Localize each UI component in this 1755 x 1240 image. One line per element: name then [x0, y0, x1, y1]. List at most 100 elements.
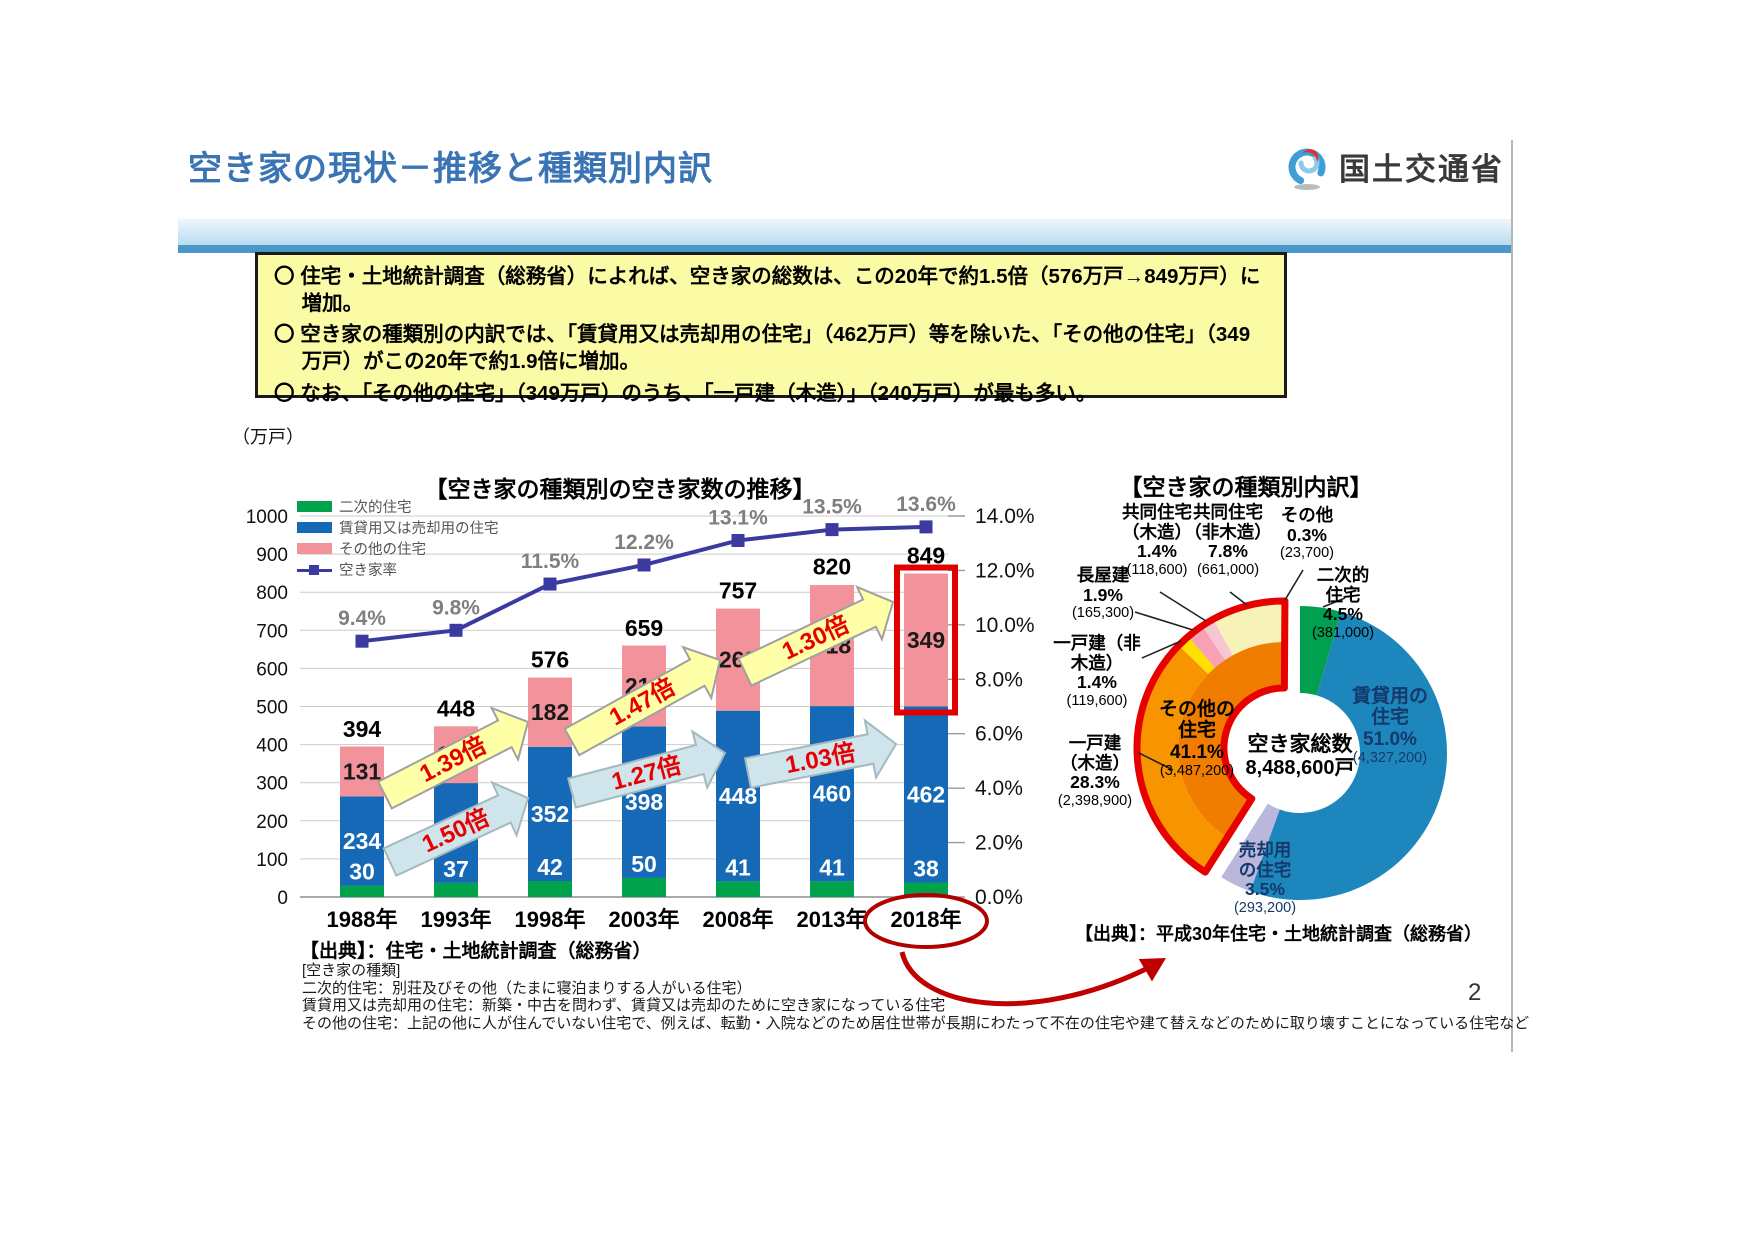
- bar-segment-secondary: [528, 880, 572, 897]
- legend-label: 空き家率: [339, 562, 397, 579]
- pie-chart-title: 【空き家の種類別内訳】: [1119, 474, 1373, 500]
- pie-segment-賃貸用の住宅: [1250, 611, 1448, 901]
- footnote-line: その他の住宅：上記の他に人が住んでいない住宅で、例えば、転勤・入院などのため居住…: [302, 1014, 1530, 1032]
- legend-label: その他の住宅: [339, 541, 426, 558]
- y-axis-tick: 700: [256, 621, 288, 642]
- y2-axis-tick: 14.0%: [975, 505, 1035, 528]
- pie-callout-name: 共同住宅: [1193, 502, 1263, 522]
- pie-callout-pct: 1.9%: [1083, 584, 1123, 605]
- bar-total-label: 820: [813, 554, 851, 580]
- bar-total-label: 448: [437, 695, 476, 721]
- pie-callout-name: 一戸建: [1068, 733, 1122, 753]
- bar-value-secondary: 50: [631, 851, 657, 877]
- vacancy-rate-marker: [731, 533, 745, 547]
- growth-arrow: [743, 718, 898, 789]
- bar-segment-rental: [716, 710, 760, 882]
- pie-callout-name: その他: [1280, 505, 1334, 525]
- bar-value-other: 182: [531, 699, 569, 725]
- bar-segment-secondary: [810, 881, 854, 897]
- pie-callout-name: 住宅: [1370, 707, 1410, 729]
- vacancy-rate-label: 13.1%: [708, 506, 768, 529]
- pie-callout-count: (661,000): [1196, 561, 1260, 578]
- bar-value-rental: 352: [531, 801, 569, 827]
- pie-chart-source: 【出典】：平成30年住宅・土地統計調査（総務省）: [1075, 924, 1483, 944]
- pie-callout-一戸建（非木造）: 一戸建（非 木造） 1.4% (119,600): [1053, 633, 1141, 709]
- y-axis-tick: 200: [256, 812, 288, 833]
- growth-arrow: [737, 584, 895, 687]
- growth-arrow: [382, 780, 530, 877]
- pie-callout-共同住宅（木造）: 共同住宅 （木造） 1.4% (118,600): [1122, 502, 1192, 578]
- pie-callout-name: （非木造）: [1184, 521, 1272, 542]
- y-axis-tick: 500: [256, 698, 288, 719]
- pie-callout-count: (293,200): [1233, 899, 1297, 916]
- y-axis-tick: 300: [256, 774, 288, 795]
- pie-callout-二次的住宅: 二次的 住宅 4.5% (381,000): [1312, 565, 1374, 641]
- highlight-box-2018-other: [894, 564, 958, 716]
- x-axis-year: 1998年: [515, 907, 586, 932]
- red-curved-arrow: [899, 951, 1150, 1007]
- pie-subsegment-長屋建: [1188, 625, 1225, 668]
- y2-axis-tick: 0.0%: [975, 886, 1023, 909]
- pie-subsegment-一戸建（非木造）: [1178, 636, 1215, 674]
- legend-label: 二次的住宅: [339, 499, 412, 516]
- pie-callout-その他: その他 0.3% (23,700): [1280, 505, 1334, 561]
- summary-box: 〇 住宅・土地統計調査（総務省）によれば、空き家の総数は、この20年で約1.5倍…: [255, 252, 1287, 405]
- pie-callout-共同住宅（非木造）: 共同住宅 （非木造） 7.8% (661,000): [1184, 502, 1272, 578]
- footnote-line: 二次的住宅：別荘及びその他（たまに寝泊まりする人がいる住宅）: [302, 979, 752, 997]
- y2-axis-tick: 2.0%: [975, 832, 1023, 855]
- bar-segment-other: [340, 746, 384, 797]
- vacancy-rate-label: 12.2%: [614, 531, 674, 554]
- pie-callout-pct: 4.5%: [1323, 604, 1363, 625]
- bar-value-secondary: 41: [819, 854, 845, 880]
- pie-callout-name: その他の: [1158, 699, 1236, 720]
- bar-segment-rental: [904, 706, 948, 883]
- pie-leader-line: [1141, 640, 1182, 659]
- bar-value-secondary: 30: [349, 859, 375, 885]
- pie-callout-count: (165,300): [1071, 605, 1135, 622]
- bar-chart-legend: 二次的住宅 賃貸用又は売却用の住宅 その他の住宅 空き家率: [297, 498, 499, 579]
- bar-value-other: 349: [907, 627, 945, 653]
- bar-total-label: 659: [625, 615, 663, 641]
- y2-axis-tick: 12.0%: [975, 559, 1035, 582]
- bar-total-label: 576: [531, 647, 569, 673]
- growth-arrow: [566, 729, 727, 809]
- page-number: 2: [1468, 979, 1482, 1006]
- pie-segment-二次的住宅: [1300, 606, 1342, 696]
- pie-leader-line: [1322, 597, 1346, 608]
- legend-line-swatch: [297, 564, 332, 575]
- agency-name: 国土交通省: [1339, 151, 1504, 187]
- pie-callout-name: 売却用: [1238, 840, 1292, 860]
- pie-leader-line: [1138, 752, 1174, 771]
- vacancy-rate-label: 9.8%: [432, 596, 480, 619]
- pie-callout-売却用の住宅: 売却用 の住宅 3.5% (293,200): [1233, 840, 1297, 916]
- footnotes: [空き家の種類] 二次的住宅：別荘及びその他（たまに寝泊まりする人がいる住宅） …: [302, 962, 1529, 1032]
- bar-segment-rental: [340, 796, 384, 886]
- pie-subsegment-共同住宅（木造）: [1202, 619, 1233, 660]
- y-axis-tick: 900: [256, 545, 288, 566]
- y-axis-unit: （万戸）: [232, 427, 304, 447]
- summary-bullet: 〇 なお、「その他の住宅」（349万戸）のうち、「一戸建（木造）」（240万戸）…: [274, 381, 1097, 405]
- y-axis-tick: 400: [256, 736, 288, 757]
- x-axis-year: 2013年: [797, 907, 868, 932]
- page-title: 空き家の現状－推移と種類別内訳: [188, 150, 713, 188]
- bar-segment-other: [528, 677, 572, 747]
- bar-segment-rental: [528, 746, 572, 881]
- pie-leader-line: [1159, 591, 1207, 622]
- vacancy-rate-marker: [637, 558, 651, 572]
- bar-total-label: 757: [719, 578, 757, 604]
- y2-axis-tick: 4.0%: [975, 777, 1023, 800]
- legend-label: 賃貸用又は売却用の住宅: [339, 520, 499, 537]
- pie-subsegment-一戸建（木造）: [1137, 645, 1228, 873]
- y-axis-tick: 100: [256, 850, 288, 871]
- pie-center-value: 8,488,600戸: [1245, 756, 1355, 779]
- bar-value-other: 131: [343, 758, 382, 784]
- vacancy-rate-marker: [919, 520, 933, 534]
- vacancy-rate-label: 13.6%: [896, 493, 956, 516]
- pie-callout-count: (4,327,200): [1352, 749, 1428, 766]
- x-axis-year: 2003年: [609, 907, 680, 932]
- pie-callout-賃貸用の住宅: 賃貸用の 住宅 51.0% (4,327,200): [1352, 686, 1428, 766]
- y2-axis-tick: 8.0%: [975, 668, 1023, 691]
- legend-item-vacancy-rate: 空き家率: [297, 561, 499, 579]
- y2-axis-tick: 6.0%: [975, 723, 1023, 746]
